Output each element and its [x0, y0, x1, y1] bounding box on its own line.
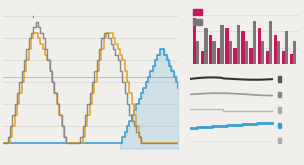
- Bar: [225, 28, 229, 64]
- Bar: [266, 51, 269, 64]
- Bar: [237, 25, 240, 64]
- Bar: [212, 41, 216, 64]
- Bar: [278, 76, 281, 82]
- Bar: [278, 138, 281, 144]
- Bar: [278, 107, 281, 113]
- Bar: [233, 48, 237, 64]
- Bar: [217, 48, 220, 64]
- Bar: [282, 51, 285, 64]
- Bar: [257, 28, 261, 64]
- Bar: [277, 41, 280, 64]
- Bar: [274, 35, 277, 64]
- Bar: [278, 92, 281, 97]
- Bar: [290, 54, 293, 64]
- Bar: [229, 41, 232, 64]
- Bar: [193, 9, 202, 15]
- Bar: [196, 41, 199, 64]
- Bar: [245, 41, 248, 64]
- Bar: [261, 41, 264, 64]
- Bar: [278, 123, 281, 128]
- Bar: [209, 35, 212, 64]
- Bar: [204, 28, 208, 64]
- Bar: [269, 21, 272, 64]
- Bar: [250, 48, 253, 64]
- Bar: [293, 41, 296, 64]
- Bar: [220, 25, 224, 64]
- Bar: [285, 31, 288, 64]
- Bar: [193, 18, 196, 64]
- Bar: [201, 51, 204, 64]
- Bar: [241, 31, 245, 64]
- Bar: [193, 19, 202, 25]
- Bar: [253, 21, 256, 64]
